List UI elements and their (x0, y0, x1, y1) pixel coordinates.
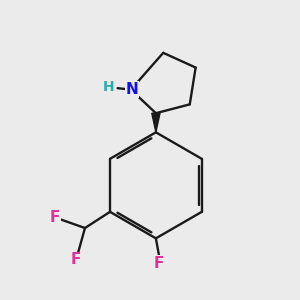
Text: F: F (50, 210, 60, 225)
Text: F: F (71, 252, 81, 267)
Text: H: H (103, 80, 115, 94)
Polygon shape (152, 113, 160, 132)
Text: F: F (154, 256, 164, 271)
Text: N: N (126, 82, 139, 97)
